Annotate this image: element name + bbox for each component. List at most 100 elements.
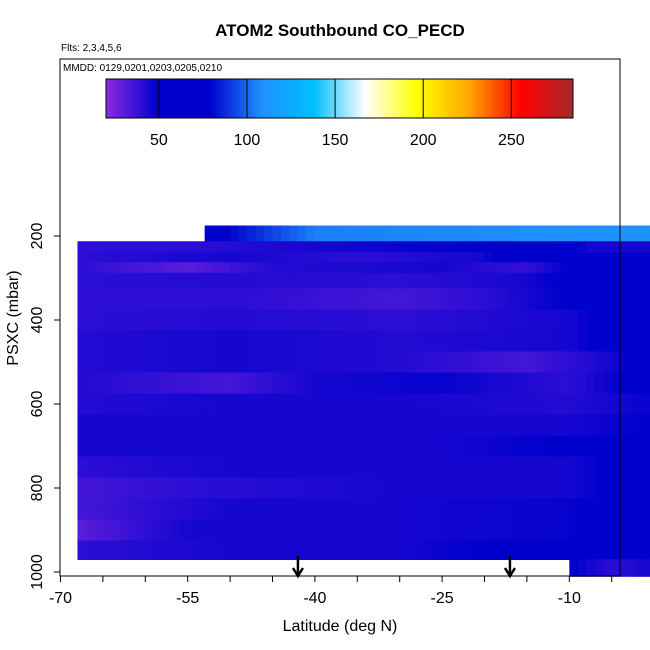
heatmap-cell (170, 477, 180, 500)
heatmap-cell (425, 477, 435, 500)
heatmap-cell (314, 288, 324, 311)
heatmap-cell (348, 393, 358, 416)
heatmap-cell (535, 540, 545, 560)
heatmap-cell (85, 372, 96, 395)
heatmap-cell (230, 272, 240, 290)
heatmap-cell (331, 309, 341, 332)
heatmap-cell (306, 288, 316, 311)
heatmap-cell (348, 241, 358, 253)
heatmap-cell (416, 456, 426, 479)
heatmap-cell (323, 477, 333, 500)
heatmap-cell (433, 372, 443, 395)
heatmap-cell (467, 241, 477, 253)
heatmap-cell (408, 435, 418, 458)
heatmap-cell (374, 309, 384, 332)
heatmap-cell (586, 330, 596, 353)
heatmap-cell (153, 351, 163, 374)
heatmap-cell (637, 288, 647, 311)
heatmap-cell (509, 372, 520, 395)
heatmap-cell (433, 414, 443, 437)
heatmap-cell (509, 414, 520, 437)
heatmap-cell (425, 414, 435, 437)
heatmap-cell (577, 262, 587, 274)
heatmap-cell (467, 225, 477, 242)
subtitle-flights: Flts: 2,3,4,5,6 (61, 43, 122, 54)
heatmap-cell (518, 262, 528, 274)
heatmap-cell (204, 498, 214, 521)
heatmap-cell (509, 519, 520, 542)
heatmap-cell (136, 372, 146, 395)
heatmap-cell (179, 241, 189, 253)
heatmap-cell (348, 351, 358, 374)
heatmap-cell (238, 309, 248, 332)
heatmap-cell (128, 262, 138, 274)
heatmap-cell (119, 540, 129, 560)
heatmap-cell (145, 330, 155, 353)
heatmap-cell (230, 288, 240, 311)
heatmap-cell (382, 351, 392, 374)
heatmap-cell (365, 262, 375, 274)
heatmap-cell (289, 498, 299, 521)
heatmap-cell (187, 435, 197, 458)
heatmap-cell (611, 272, 621, 290)
heatmap-cell (94, 330, 104, 353)
heatmap-cell (408, 540, 418, 560)
heatmap-cell (170, 272, 180, 290)
heatmap-cell (272, 456, 282, 479)
heatmap-cell (594, 372, 604, 395)
heatmap-cell (586, 351, 596, 374)
heatmap-cell (569, 393, 579, 416)
heatmap-cell (645, 251, 650, 263)
heatmap-cell (196, 519, 206, 542)
heatmap-cell (560, 351, 570, 374)
heatmap-cell (94, 241, 104, 253)
heatmap-cell (382, 414, 392, 437)
heatmap-cell (374, 435, 384, 458)
heatmap-cell (102, 414, 112, 437)
heatmap-cell (518, 241, 528, 253)
heatmap-cell (637, 414, 647, 437)
heatmap-cell (543, 330, 553, 353)
heatmap-cell (331, 540, 341, 560)
heatmap-cell (628, 456, 638, 479)
heatmap-cell (272, 498, 282, 521)
heatmap-cell (179, 456, 189, 479)
heatmap-cell (204, 241, 214, 253)
heatmap-cell (399, 519, 409, 542)
heatmap-cell (374, 262, 384, 274)
heatmap-cell (247, 288, 257, 311)
heatmap-cell (331, 477, 341, 500)
heatmap-cell (179, 498, 189, 521)
heatmap-cell (450, 435, 460, 458)
heatmap-cell (153, 372, 163, 395)
heatmap-cell (535, 351, 545, 374)
heatmap-cell (102, 435, 112, 458)
heatmap-cell (408, 351, 418, 374)
heatmap-cell (221, 272, 231, 290)
heatmap-cell (433, 288, 443, 311)
heatmap-cell (484, 372, 494, 395)
heatmap-cell (594, 393, 604, 416)
heatmap-cell (111, 519, 121, 542)
heatmap-cell (594, 241, 604, 253)
heatmap-cell (509, 351, 520, 374)
heatmap-cell (145, 540, 155, 560)
heatmap-cell (136, 241, 146, 253)
heatmap-cell (230, 435, 240, 458)
heatmap-cell (94, 251, 104, 263)
heatmap-cell (543, 477, 553, 500)
heatmap-cell (408, 272, 418, 290)
heatmap-cell (645, 309, 650, 332)
heatmap-cell (153, 262, 163, 274)
heatmap-cell (577, 435, 587, 458)
heatmap-cell (272, 309, 282, 332)
heatmap-cell (264, 330, 274, 353)
heatmap-cell (264, 519, 274, 542)
heatmap-cell (492, 498, 503, 521)
heatmap-cell (94, 351, 104, 374)
heatmap-cell (128, 241, 138, 253)
heatmap-cell (77, 272, 87, 290)
heatmap-cell (230, 225, 240, 242)
heatmap-cell (247, 225, 257, 242)
